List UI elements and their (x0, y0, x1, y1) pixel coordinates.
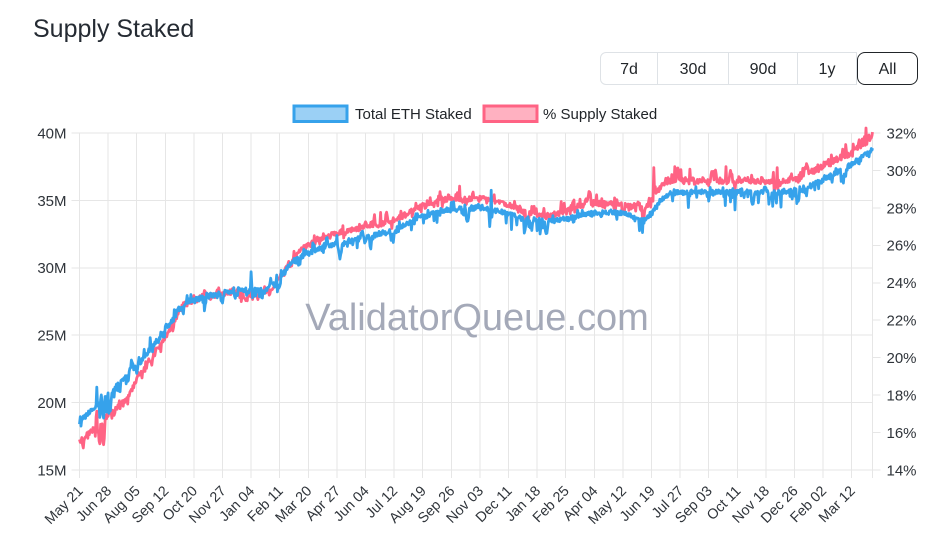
svg-text:26%: 26% (887, 238, 917, 255)
svg-text:22%: 22% (887, 313, 917, 330)
svg-text:35M: 35M (37, 193, 66, 210)
svg-text:32%: 32% (887, 125, 917, 142)
svg-text:30%: 30% (887, 163, 917, 180)
svg-text:18%: 18% (887, 388, 917, 405)
svg-text:14%: 14% (887, 462, 917, 479)
svg-text:% Supply Staked: % Supply Staked (543, 106, 657, 123)
svg-text:15M: 15M (37, 462, 66, 479)
svg-text:28%: 28% (887, 200, 917, 217)
svg-text:30M: 30M (37, 260, 66, 277)
svg-text:Total ETH Staked: Total ETH Staked (355, 106, 472, 123)
svg-text:24%: 24% (887, 275, 917, 292)
svg-text:40M: 40M (37, 125, 66, 142)
svg-text:20M: 20M (37, 395, 66, 412)
svg-text:25M: 25M (37, 328, 66, 345)
svg-text:16%: 16% (887, 425, 917, 442)
svg-text:ValidatorQueue.com: ValidatorQueue.com (305, 297, 649, 339)
svg-text:20%: 20% (887, 350, 917, 367)
